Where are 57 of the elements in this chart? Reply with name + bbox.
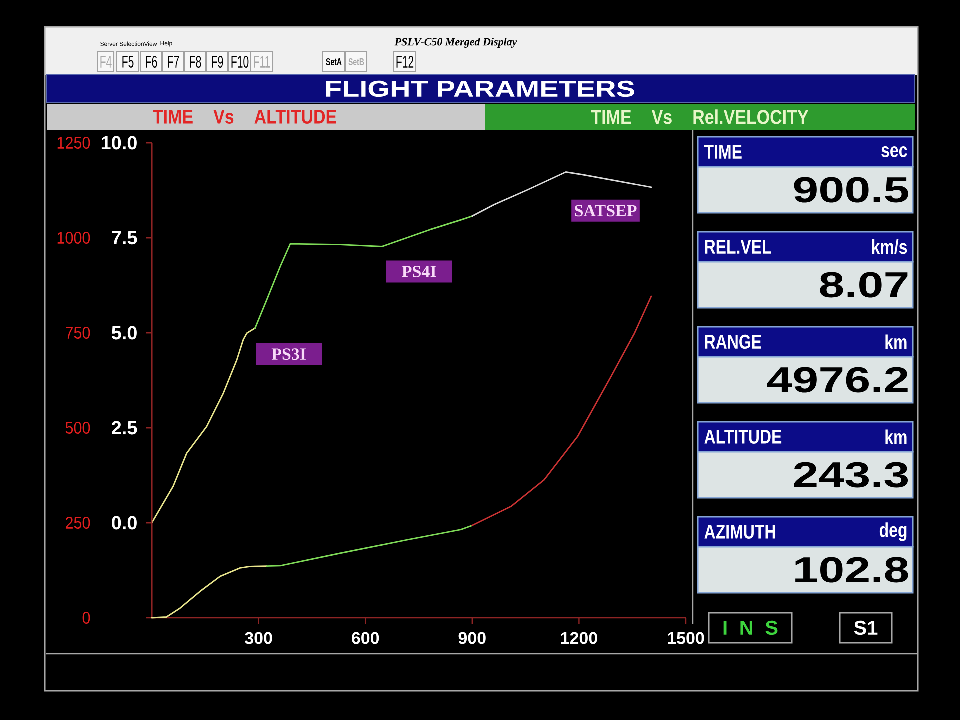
text: F7	[168, 56, 180, 68]
line-series	[266, 524, 474, 568]
text: TIME Vs ALTITUDE	[153, 110, 336, 124]
y-tick-label: 2.5	[112, 421, 138, 435]
text: F4	[100, 56, 112, 68]
text: SetA	[326, 58, 342, 66]
y-tick-label: 0.0	[112, 516, 137, 530]
x-tick-label: 600	[352, 632, 380, 644]
text: km	[886, 430, 907, 444]
text: F6	[146, 56, 158, 68]
y2-tick-label: 0	[82, 612, 90, 624]
text: 243.3	[794, 462, 908, 488]
line-series	[151, 566, 268, 619]
annotation: PS3I	[272, 348, 306, 360]
y-tick-label: 7.5	[112, 231, 138, 245]
y-tick-label: 5.0	[112, 326, 137, 340]
line-series	[472, 296, 652, 526]
text: 4976.2	[767, 367, 908, 393]
y2-tick-label: 1250	[58, 136, 90, 150]
chart-title: FLIGHT PARAMETERS	[326, 80, 634, 98]
text: 900.5	[794, 177, 908, 203]
y2-tick-label: 1000	[58, 232, 90, 244]
y2-tick-label: 750	[66, 326, 90, 340]
x-tick-label: 300	[245, 632, 272, 644]
line-series	[254, 216, 474, 330]
text: AZIMUTH	[704, 525, 776, 539]
x-tick-label: 900	[458, 632, 486, 644]
text: F5	[122, 56, 134, 68]
text: TIME	[704, 145, 742, 159]
text: F11	[254, 56, 270, 68]
annotation: SATSEP	[575, 205, 637, 217]
text: km	[886, 334, 907, 350]
text: TIME Vs Rel.VELOCITY	[591, 110, 809, 124]
text: SetB	[348, 58, 364, 66]
text: F9	[212, 56, 224, 68]
text: ALTITUDE	[704, 430, 782, 444]
y-tick-label: 10.0	[102, 136, 137, 150]
x-tick-label: 1500	[668, 632, 704, 644]
text: deg	[880, 522, 907, 542]
text: km/s	[872, 240, 908, 254]
text: PSLV-C50 Merged Display	[394, 38, 518, 48]
y2-tick-label: 500	[66, 422, 90, 434]
y2-tick-label: 250	[66, 516, 90, 530]
text: 8.07	[820, 272, 908, 298]
text: I N S	[724, 620, 778, 636]
text: RANGE	[705, 334, 762, 350]
x-tick-label: 1200	[561, 632, 598, 644]
text: F8	[190, 56, 202, 68]
annotation: PS4I	[402, 266, 436, 278]
text: REL.VEL	[705, 240, 772, 254]
text: 102.8	[796, 557, 908, 583]
line-series	[151, 328, 256, 524]
text: S1	[854, 620, 878, 636]
text: F10	[232, 56, 249, 68]
text: F12	[396, 56, 414, 68]
text: sec	[882, 146, 908, 158]
line-series	[472, 172, 652, 218]
